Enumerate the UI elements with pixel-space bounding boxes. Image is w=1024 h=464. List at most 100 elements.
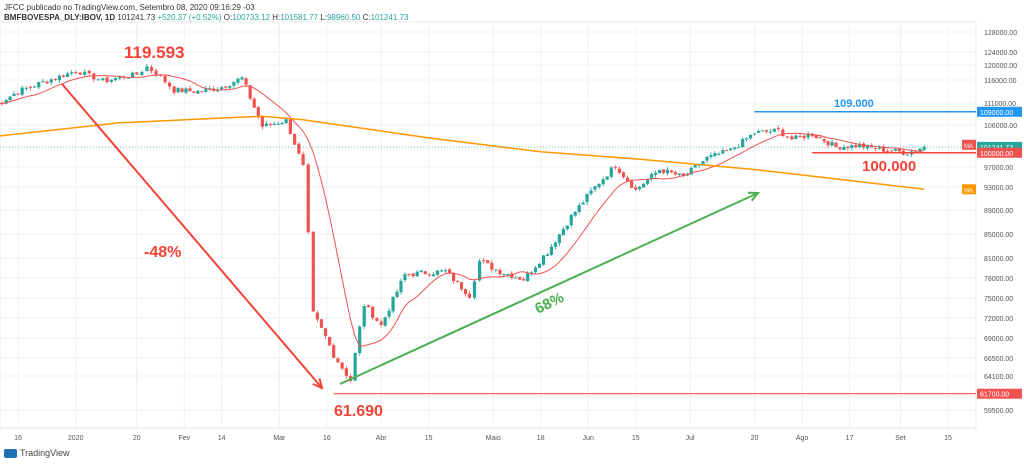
- candle-body: [12, 93, 16, 96]
- y-tick-label: 66500.00: [984, 356, 1013, 363]
- candle-body: [444, 270, 448, 272]
- candle-body: [61, 75, 66, 77]
- x-tick-label: 18: [537, 435, 545, 442]
- candle-body: [332, 345, 336, 358]
- candle-body: [846, 146, 850, 148]
- candle-body: [387, 310, 391, 317]
- y-tick-label: 78000.00: [984, 276, 1013, 283]
- candle-body: [693, 165, 697, 168]
- candle-body: [877, 147, 882, 149]
- candle-body: [642, 183, 646, 188]
- candle-body: [701, 161, 705, 165]
- candle-body: [427, 274, 431, 276]
- candle-body: [353, 352, 357, 381]
- y-tick-label: 89000.00: [984, 208, 1013, 215]
- candle-body: [260, 116, 264, 127]
- candle-body: [204, 88, 208, 92]
- candle-body: [577, 205, 581, 212]
- x-tick-label: 15: [944, 435, 952, 442]
- annotation-label: 119.593: [124, 43, 185, 62]
- candle-body: [838, 147, 842, 150]
- annotation-label: 100.000: [862, 158, 916, 175]
- candle-body: [184, 88, 188, 93]
- x-tick-label: 14: [218, 435, 226, 442]
- candle-body: [311, 231, 315, 312]
- candle-body: [145, 66, 149, 72]
- candle-body: [768, 131, 772, 133]
- candle-body: [721, 150, 725, 154]
- x-tick-label: Set: [895, 435, 906, 442]
- candle-body: [745, 138, 749, 140]
- candle-body: [858, 144, 862, 148]
- candle-body: [130, 72, 135, 78]
- candle-body: [240, 77, 244, 80]
- y-tick-label: 93000.00: [984, 185, 1013, 192]
- candle-body: [665, 169, 670, 174]
- candle-body: [585, 194, 589, 203]
- publisher-line: JFCC publicado no TradingView.com, Setem…: [4, 3, 255, 12]
- candle-body: [196, 90, 200, 94]
- x-tick-label: 2020: [68, 435, 84, 442]
- candle-body: [657, 169, 662, 174]
- candle-body: [822, 139, 826, 142]
- candle-body: [830, 141, 834, 146]
- candle-body: [581, 202, 585, 205]
- candle-body: [593, 186, 597, 190]
- candle-body: [918, 148, 922, 152]
- tradingview-footer[interactable]: TradingView: [4, 448, 70, 458]
- candle-body: [494, 269, 498, 271]
- plot-frame: [0, 21, 977, 429]
- price-axis-tag-text: 100000.00: [980, 151, 1013, 158]
- price-axis-tag: [977, 388, 1022, 399]
- annotation-label: 61.690: [334, 403, 383, 420]
- x-tick-label: 20: [133, 435, 141, 442]
- x-tick-label: 15: [632, 435, 640, 442]
- y-tick-label: 81000.00: [984, 256, 1013, 263]
- candle-body: [272, 123, 276, 125]
- candle-body: [472, 281, 477, 298]
- candle-body: [301, 154, 305, 166]
- y-tick-label: 64100.00: [984, 374, 1013, 381]
- candle-body: [545, 254, 550, 256]
- candle-body: [541, 255, 546, 265]
- candle-body: [118, 76, 122, 79]
- candle-body: [522, 279, 526, 281]
- rally-arrow: [339, 192, 759, 385]
- candle-body: [729, 148, 733, 151]
- candle-body: [569, 214, 573, 226]
- annotation-label: -48%: [144, 244, 181, 261]
- symbol-info: BMFBOVESPA_DLY:IBOV, 1D 101241.73 +520.3…: [4, 13, 408, 22]
- candle-body: [557, 234, 561, 244]
- x-tick-label: 20: [751, 435, 759, 442]
- candle-body: [280, 123, 284, 125]
- y-tick-label: 97000.00: [984, 165, 1013, 172]
- y-tick-label: 128000.00: [984, 30, 1017, 37]
- candle-body: [407, 273, 411, 275]
- candle-body: [625, 177, 630, 182]
- price-axis-tag: [977, 141, 1022, 152]
- candle-body: [244, 78, 248, 85]
- candle-body: [502, 274, 506, 276]
- candle-body: [65, 73, 70, 77]
- candle-body: [297, 143, 301, 154]
- candle-body: [122, 77, 126, 79]
- candle-body: [180, 88, 184, 93]
- candle-body: [101, 78, 105, 81]
- y-tick-label: 72000.00: [984, 316, 1013, 323]
- low-label: L:: [320, 13, 327, 22]
- x-tick-label: Jul: [686, 435, 695, 442]
- candle-body: [163, 75, 167, 83]
- annotation-label: 109.000: [834, 98, 874, 110]
- candle-body: [733, 147, 737, 150]
- candle-body: [344, 368, 348, 376]
- last-price: 101241.73: [117, 13, 156, 22]
- candle-body: [638, 186, 642, 190]
- x-tick-label: Mar: [273, 435, 286, 442]
- candle-body: [613, 167, 617, 169]
- candle-body: [897, 148, 901, 152]
- candle-body: [439, 270, 444, 272]
- candle-body: [83, 71, 87, 75]
- y-tick-label: 75000.00: [984, 296, 1013, 303]
- ma-long-line: [0, 115, 925, 191]
